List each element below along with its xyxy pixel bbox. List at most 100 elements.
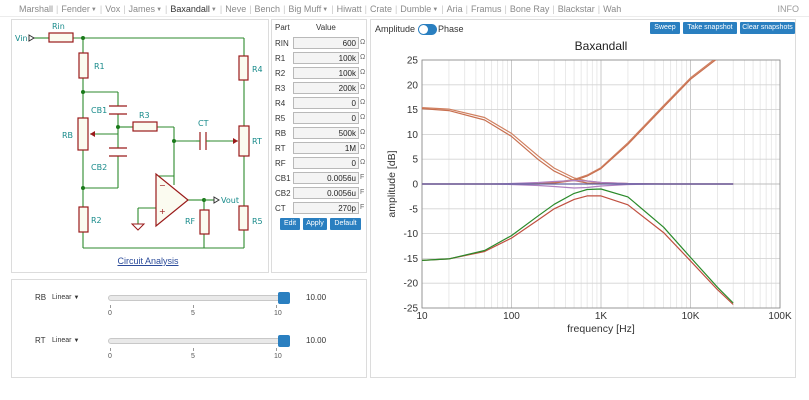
part-value-field[interactable]: 100k — [293, 67, 359, 79]
slider-value: 10.00 — [306, 293, 327, 302]
nav-item-label: Bench — [254, 4, 281, 14]
slider-mode-select[interactable]: Linear ▼ — [52, 294, 79, 301]
resistor-r4 — [238, 55, 249, 81]
nav-separator: | — [597, 4, 601, 14]
part-unit: Ω — [360, 69, 366, 76]
nav-item-label: Blackstar — [557, 4, 595, 14]
part-value-field[interactable]: 0.0056u — [293, 172, 359, 184]
part-value-field[interactable]: 200k — [293, 82, 359, 94]
nav-separator: | — [465, 4, 468, 14]
nav-item[interactable]: Wah — [603, 4, 621, 14]
slider-tick — [110, 305, 111, 308]
r2-label: R2 — [91, 216, 102, 225]
sweep-button[interactable]: Sweep — [650, 22, 680, 34]
part-row: CB2 0.0056u F — [272, 187, 368, 200]
part-value-field[interactable]: 0.0056u — [293, 187, 359, 199]
clear-snapshots-button[interactable]: Clear snapshots — [740, 22, 795, 34]
nav-item[interactable]: Marshall | — [19, 4, 61, 14]
part-row: RB 500k Ω — [272, 127, 368, 140]
nav-item[interactable]: Crate | — [370, 4, 400, 14]
part-value-field[interactable]: 0 — [293, 157, 359, 169]
apply-button[interactable]: Apply — [303, 218, 327, 230]
x-tick-label: 10K — [682, 311, 700, 322]
slider-thumb[interactable] — [278, 335, 290, 347]
nav-item[interactable]: Big Muff▼ | — [288, 4, 336, 14]
nav-item-label: Framus — [470, 4, 502, 14]
edit-button[interactable]: Edit — [280, 218, 300, 230]
slider-value: 10.00 — [306, 336, 327, 345]
nav-separator: | — [249, 4, 252, 14]
part-name: CT — [275, 204, 286, 213]
part-value-field[interactable]: 270p — [293, 202, 359, 214]
slider-name: RT — [35, 336, 46, 345]
nav-item[interactable]: Bone Ray | — [510, 4, 558, 14]
part-unit: Ω — [360, 114, 366, 121]
slider-mode-value: Linear — [52, 294, 72, 301]
part-value-field[interactable]: 1M — [293, 142, 359, 154]
nav-separator: | — [56, 4, 59, 14]
svg-text:−: − — [159, 181, 166, 190]
default-button[interactable]: Default — [330, 218, 361, 230]
sliders-panel: RB Linear ▼ 10.00 0 5 10 RT Linear ▼ 10.00 0 5 10 — [11, 279, 367, 378]
r4-label: R4 — [252, 65, 263, 74]
nav-separator: | — [99, 4, 103, 14]
part-value-field[interactable]: 500k — [293, 127, 359, 139]
slider-mode-select[interactable]: Linear ▼ — [52, 337, 79, 344]
nav-separator: | — [123, 4, 126, 14]
part-row: R2 100k Ω — [272, 67, 368, 80]
amplitude-phase-toggle[interactable] — [418, 24, 437, 35]
top-nav: Marshall | Fender▼ | Vox | James▼ | Baxandall▼ | N… — [0, 0, 809, 17]
nav-item[interactable]: Aria | — [447, 4, 471, 14]
part-value-field[interactable]: 0 — [293, 112, 359, 124]
part-value-field[interactable]: 600 — [293, 37, 359, 49]
parts-table-header: Part Value — [272, 23, 368, 35]
part-row: CB1 0.0056u F — [272, 172, 368, 185]
slider-track[interactable] — [108, 335, 290, 347]
slider-tick-label: 10 — [274, 310, 282, 317]
resistor-r2 — [78, 206, 89, 233]
rb-wiper-icon — [90, 131, 95, 137]
nav-item[interactable]: Fender▼ | — [61, 4, 105, 14]
part-value-field[interactable]: 100k — [293, 52, 359, 64]
part-row: RIN 600 Ω — [272, 37, 368, 50]
chevron-down-icon: ▼ — [73, 295, 80, 301]
ground-icon — [130, 223, 146, 231]
slider-thumb[interactable] — [278, 292, 290, 304]
nav-item[interactable]: James▼ | — [129, 4, 171, 14]
y-axis-label: amplitude [dB] — [386, 150, 398, 217]
nav-item[interactable]: Baxandall▼ | — [170, 4, 225, 14]
circuit-schematic: − + Vin Rin R1 R2 R3 R4 R5 RB RT RF CB1 … — [15, 22, 263, 249]
nav-item[interactable]: Dumble▼ | — [400, 4, 446, 14]
part-value-field[interactable]: 0 — [293, 97, 359, 109]
nav-item[interactable]: Hiwatt | — [337, 4, 370, 14]
nav-item-label: Hiwatt — [336, 4, 362, 14]
nav-separator: | — [552, 4, 555, 14]
x-tick-label: 100K — [768, 311, 792, 322]
nav-item[interactable]: Blackstar | — [558, 4, 603, 14]
nav-item[interactable]: Vox | — [105, 4, 128, 14]
part-row: R1 100k Ω — [272, 52, 368, 65]
capacitor-ct — [196, 132, 210, 150]
part-unit: F — [360, 189, 365, 196]
info-link[interactable]: INFO — [777, 4, 800, 14]
y-tick-label: -15 — [404, 254, 419, 265]
part-row: R5 0 Ω — [272, 112, 368, 125]
nav-item[interactable]: Neve | — [225, 4, 254, 14]
slider-tick — [276, 305, 277, 308]
nav-separator: | — [441, 4, 444, 14]
nav-item[interactable]: Framus | — [471, 4, 510, 14]
nav-item[interactable]: Bench | — [255, 4, 289, 14]
slider-track[interactable] — [108, 292, 290, 304]
nav-item-label: Neve — [225, 4, 247, 14]
part-unit: Ω — [360, 54, 366, 61]
cb1-label: CB1 — [91, 106, 107, 115]
take-snapshot-button[interactable]: Take snapshot — [683, 22, 737, 34]
cb2-label: CB2 — [91, 163, 107, 172]
circuit-analysis-link[interactable]: Circuit Analysis — [117, 256, 179, 266]
part-row: R4 0 Ω — [272, 97, 368, 110]
y-tick-label: 25 — [407, 56, 419, 67]
rt-wiper-icon — [233, 138, 238, 144]
vin-label: Vin — [15, 34, 28, 43]
nav-separator: | — [394, 4, 398, 14]
potentiometer-rb — [77, 117, 89, 151]
